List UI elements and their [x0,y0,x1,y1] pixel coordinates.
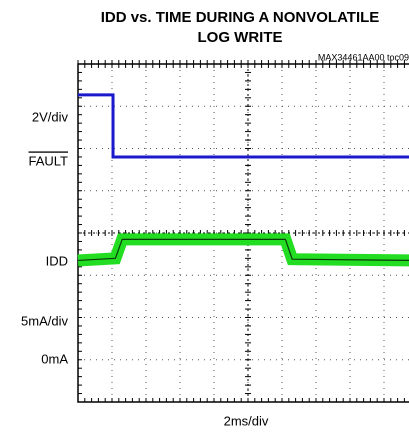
chart-title: LOG WRITE [198,29,283,46]
scale-label: 2V/div [32,109,69,124]
trace [78,93,409,159]
scale-label: 5mA/div [21,313,68,328]
x-axis-label: 2ms/div [224,413,269,428]
figure-code: MAX34461AA00 toc09 [318,52,409,62]
zero-label: 0mA [41,351,68,366]
trace-label: IDD [46,253,68,268]
trace-band [77,233,409,267]
chart-title: IDD vs. TIME DURING A NONVOLATILE [101,9,380,26]
plot-frame [77,63,409,403]
trace-label: FAULT [29,153,69,168]
trace [77,238,409,262]
